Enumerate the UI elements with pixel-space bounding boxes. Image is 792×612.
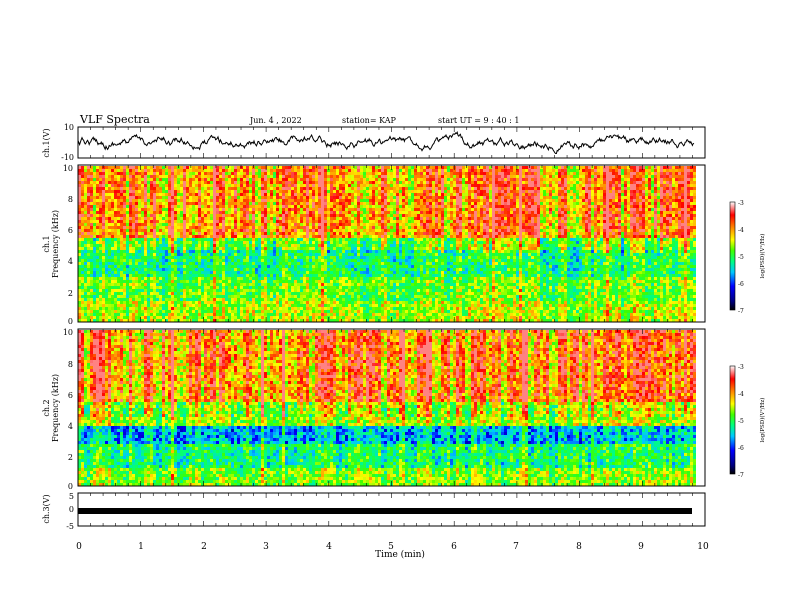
cb2-tick-m3: -3	[738, 364, 744, 371]
axis-ticks	[77, 127, 706, 526]
x-axis-title: Time (min)	[375, 549, 425, 560]
spec1-ytick-0: 0	[68, 317, 73, 326]
spec2-ytick-10: 10	[63, 328, 73, 337]
date-label: Jun. 4 , 2022	[249, 116, 302, 125]
spectrogram-ch1-image	[78, 166, 696, 322]
cb1-tick-m5: -5	[738, 254, 744, 261]
spec1-ytick-4: 4	[68, 257, 73, 266]
ch3-volt-ylabel: ch.3(V)	[42, 494, 51, 523]
spec2-frequency-label: Frequency (kHz)	[51, 374, 60, 442]
station-label: station= KAP	[342, 116, 397, 125]
waveform-ch3-trace	[78, 508, 692, 514]
cb1-tick-m3: -3	[738, 200, 744, 207]
spec1-ytick-6: 6	[68, 226, 73, 235]
xtick-8: 8	[576, 542, 582, 552]
ch3-ytick-top: 5	[69, 492, 74, 501]
cb1-tick-m6: -6	[738, 281, 744, 288]
spectrogram-ch2-panel: 0 2 4 6 8 10 ch.2 Frequency (kHz)	[42, 328, 706, 491]
ch3-ytick-bottom: -5	[66, 522, 74, 531]
spectrogram-ch2-image	[78, 330, 696, 486]
waveform-ch1-line	[77, 130, 695, 154]
cb1-tick-m4: -4	[738, 227, 744, 234]
xtick-0: 0	[76, 542, 82, 552]
xtick-4: 4	[326, 542, 332, 552]
xtick-7: 7	[513, 542, 519, 552]
spec2-ytick-0: 0	[68, 482, 73, 491]
xtick-3: 3	[263, 542, 269, 552]
waveform-ch1-panel: 10 -10 ch.1(V)	[42, 123, 706, 162]
x-axis-labels: 0 1 2 3 4 5 6 7 8 9 10 Time (min)	[76, 542, 709, 560]
spec2-ytick-6: 6	[68, 391, 73, 400]
xtick-10: 10	[697, 542, 709, 552]
start-time-label: start UT = 9 : 40 : 1	[438, 116, 519, 125]
cb2-tick-m4: -4	[738, 391, 744, 398]
xtick-5: 5	[388, 542, 394, 552]
figure-title: VLF Spectra	[79, 113, 150, 126]
ch3-ytick-mid: 0	[69, 505, 74, 514]
spec2-ytick-8: 8	[68, 360, 73, 369]
waveform-ch3-panel: 5 0 -5 ch.3(V)	[42, 492, 706, 531]
spec2-ytick-4: 4	[68, 422, 73, 431]
spec2-ytick-2: 2	[68, 453, 73, 462]
spec1-frequency-label: Frequency (kHz)	[51, 210, 60, 278]
spec1-ytick-10: 10	[63, 164, 73, 173]
xtick-2: 2	[201, 542, 207, 552]
spec1-ytick-8: 8	[68, 195, 73, 204]
spec2-channel-label: ch.2	[42, 399, 51, 416]
ch1-ytick-bottom: -10	[61, 153, 74, 162]
xtick-9: 9	[638, 542, 644, 552]
colorbar-ch1: -3 -4 -5 -6 -7 log(PSD)(V²/Hz)	[729, 200, 766, 315]
cb1-tick-m7: -7	[738, 308, 744, 315]
cb2-tick-m6: -6	[738, 445, 744, 452]
xtick-1: 1	[138, 542, 144, 552]
ch1-volt-ylabel: ch.1(V)	[42, 128, 51, 157]
xtick-6: 6	[451, 542, 457, 552]
ch1-ytick-top: 10	[64, 123, 74, 132]
spec1-channel-label: ch.1	[42, 235, 51, 252]
spectrogram-ch1-panel: 0 2 4 6 8 10 ch.1 Frequency (kHz)	[42, 164, 706, 326]
colorbar-ch2: -3 -4 -5 -6 -7 log(PSD)(V²/Hz)	[729, 364, 766, 479]
cb2-tick-m5: -5	[738, 418, 744, 425]
cb1-label: log(PSD)(V²/Hz)	[759, 234, 766, 279]
cb2-tick-m7: -7	[738, 472, 744, 479]
spec1-ytick-2: 2	[68, 289, 73, 298]
cb2-label: log(PSD)(V²/Hz)	[759, 398, 766, 443]
